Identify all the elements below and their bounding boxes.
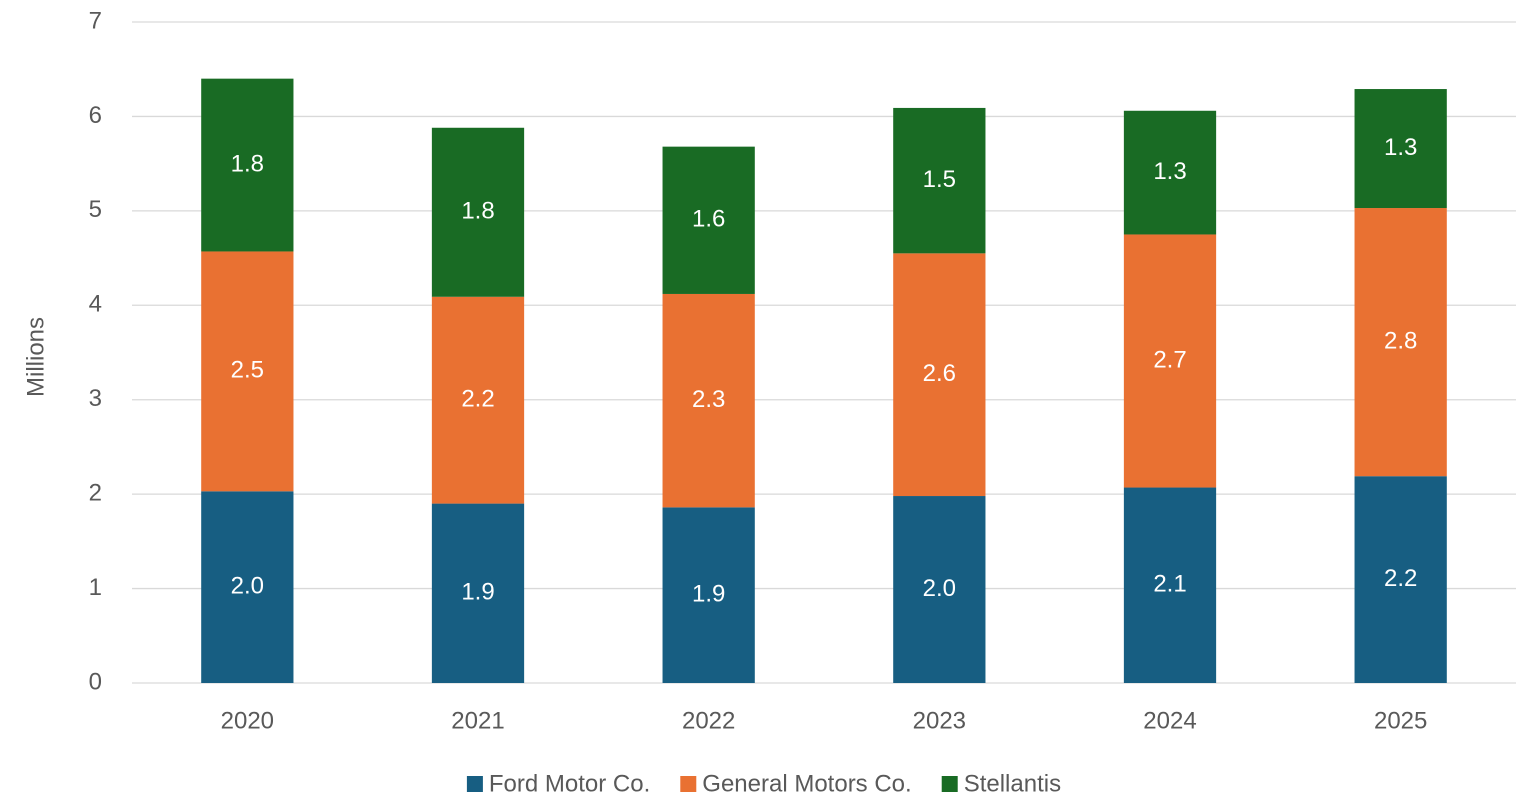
data-label: 1.8: [231, 150, 264, 177]
x-tick-label: 2020: [221, 707, 274, 734]
bar-segment: [662, 293, 755, 508]
y-tick-label: 1: [89, 574, 102, 601]
legend-label: Ford Motor Co.: [489, 770, 650, 797]
bar-segment: [893, 496, 986, 683]
bar-segment: [1354, 476, 1447, 683]
data-label: 1.3: [1153, 158, 1186, 185]
legend-label: General Motors Co.: [702, 770, 911, 797]
bar-segment: [1123, 234, 1217, 488]
bar-segment: [431, 296, 525, 504]
y-tick-label: 3: [89, 385, 102, 412]
y-tick-label: 0: [89, 668, 102, 695]
data-label: 2.0: [923, 575, 956, 602]
bar-segment: [201, 491, 294, 683]
x-tick-label: 2021: [451, 707, 504, 734]
y-tick-label: 7: [89, 7, 102, 34]
bar-segment: [1123, 487, 1217, 683]
data-label: 2.6: [923, 360, 956, 387]
y-tick-label: 2: [89, 479, 102, 506]
data-label: 1.3: [1384, 134, 1417, 161]
legend-swatch: [680, 776, 697, 792]
x-tick-label: 2024: [1143, 707, 1196, 734]
data-label: 2.3: [692, 386, 725, 413]
data-label: 1.6: [692, 206, 725, 233]
bar-segment: [662, 146, 755, 294]
data-label: 2.2: [1384, 565, 1417, 592]
bar-segment: [201, 251, 294, 492]
legend-swatch: [466, 776, 483, 792]
x-tick-label: 2025: [1374, 707, 1427, 734]
data-label: 2.5: [231, 357, 264, 384]
y-tick-label: 4: [89, 291, 102, 318]
data-label: 1.5: [923, 166, 956, 193]
data-label: 2.8: [1384, 327, 1417, 354]
bar-segment: [893, 107, 986, 254]
legend-swatch: [941, 776, 958, 792]
data-label: 2.2: [461, 386, 494, 413]
bar-segment: [1354, 208, 1447, 477]
x-tick-label: 2022: [682, 707, 735, 734]
bar-segment: [1123, 110, 1217, 235]
bar-segment: [431, 127, 525, 297]
y-axis-label: Millions: [22, 317, 49, 397]
data-label: 1.9: [461, 579, 494, 606]
legend-label: Stellantis: [964, 770, 1061, 797]
y-tick-label: 6: [89, 102, 102, 129]
bar-segment: [662, 507, 755, 683]
y-tick-label: 5: [89, 196, 102, 223]
bar-segment: [1354, 89, 1447, 209]
bar-segment: [431, 503, 525, 683]
data-label: 2.0: [231, 572, 264, 599]
data-label: 2.1: [1153, 571, 1186, 598]
x-tick-label: 2023: [913, 707, 966, 734]
data-label: 1.8: [461, 198, 494, 225]
data-label: 1.9: [692, 581, 725, 608]
bar-segment: [201, 78, 294, 252]
data-label: 2.7: [1153, 346, 1186, 373]
bar-segment: [893, 253, 986, 497]
